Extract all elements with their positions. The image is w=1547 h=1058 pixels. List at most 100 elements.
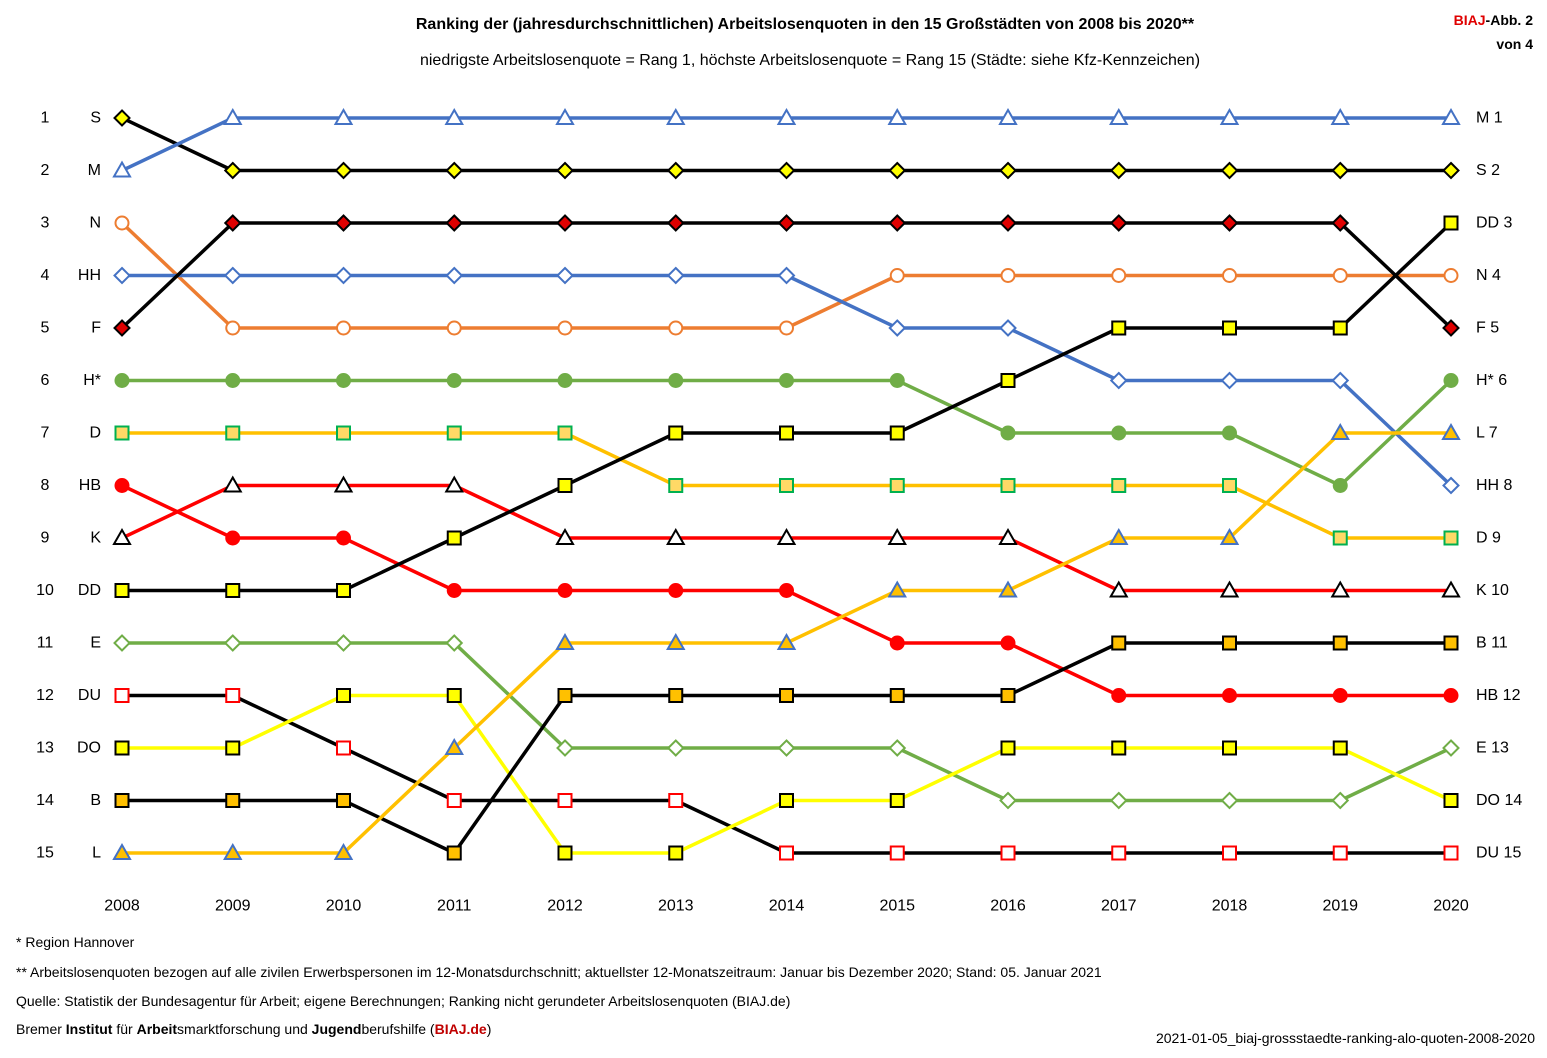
marker-K-2011 — [444, 475, 464, 493]
year-tick-2009: 2009 — [215, 898, 251, 915]
marker-HH-2009 — [223, 266, 242, 285]
marker-N-2020 — [1443, 268, 1459, 283]
marker-DU-2018 — [1222, 845, 1237, 861]
marker-D-2013 — [668, 478, 684, 493]
marker-D-2011 — [446, 425, 462, 441]
marker-M-2011 — [444, 107, 464, 125]
left-label-13: DO — [77, 740, 101, 757]
marker-E-2009 — [223, 634, 242, 652]
marker-N-2010 — [336, 320, 351, 336]
left-label-5: F — [91, 320, 101, 337]
marker-DU-2012 — [557, 793, 573, 808]
left-label-11: E — [90, 635, 101, 652]
marker-HH-2008 — [113, 266, 131, 285]
right-label-8: HH 8 — [1476, 477, 1513, 494]
marker-E-2012 — [556, 739, 574, 757]
marker-DD-2020 — [1443, 215, 1459, 231]
marker-DO-2014 — [779, 793, 794, 808]
marker-B-2015 — [889, 688, 905, 703]
year-tick-2018: 2018 — [1212, 898, 1248, 915]
marker-M-2009 — [223, 107, 243, 125]
marker-F-2016 — [999, 214, 1017, 232]
marker-HB-2008 — [114, 478, 130, 493]
chart-subtitle: niedrigste Arbeitslosenquote = Rang 1, h… — [419, 52, 1201, 69]
marker-L-2014 — [776, 632, 797, 650]
marker-S-2015 — [888, 161, 907, 180]
marker-M-2012 — [555, 107, 575, 125]
marker-L-2010 — [333, 842, 354, 860]
marker-HB-2011 — [446, 583, 462, 598]
marker-E-2013 — [666, 739, 685, 757]
marker-H*-2014 — [779, 373, 794, 388]
left-label-12: DU — [78, 687, 101, 704]
marker-B-2008 — [114, 793, 130, 808]
marker-DD-2019 — [1332, 320, 1348, 336]
marker-H*-2016 — [1000, 425, 1016, 441]
marker-K-2019 — [1330, 580, 1350, 598]
marker-F-2008 — [113, 319, 131, 337]
marker-K-2020 — [1441, 580, 1461, 598]
right-label-5: F 5 — [1476, 320, 1499, 337]
marker-F-2020 — [1442, 319, 1460, 337]
left-label-8: HB — [79, 477, 101, 494]
right-label-1: M 1 — [1476, 110, 1503, 127]
footnote-quoten: ** Arbeitslosenquoten bezogen auf alle z… — [16, 964, 1102, 980]
marker-B-2014 — [779, 688, 794, 703]
institute-link: BIAJ.de — [434, 1021, 487, 1037]
marker-DU-2010 — [336, 740, 351, 756]
marker-S-2009 — [223, 161, 242, 180]
marker-H*-2012 — [557, 373, 573, 388]
marker-F-2012 — [556, 214, 574, 232]
marker-L-2019 — [1330, 422, 1350, 440]
rank-tick-5: 5 — [41, 320, 50, 337]
marker-D-2017 — [1111, 478, 1127, 493]
marker-B-2016 — [1000, 688, 1016, 703]
file-name: 2021-01-05_biaj-grossstaedte-ranking-alo… — [1155, 1030, 1535, 1046]
marker-M-2010 — [333, 107, 354, 125]
marker-B-2009 — [225, 793, 241, 808]
marker-M-2008 — [112, 160, 132, 178]
right-label-9: D 9 — [1476, 530, 1501, 547]
marker-H*-2017 — [1111, 425, 1127, 441]
series-line-E — [120, 641, 1453, 803]
marker-S-2018 — [1220, 161, 1239, 180]
series-line-DU — [120, 693, 1453, 855]
marker-F-2011 — [445, 214, 464, 232]
marker-DD-2012 — [557, 478, 573, 493]
marker-HB-2019 — [1332, 688, 1348, 703]
chart-title: Ranking der (jahresdurchschnittlichen) A… — [415, 16, 1195, 33]
year-tick-2019: 2019 — [1322, 898, 1358, 915]
marker-D-2008 — [114, 425, 130, 441]
footnote-source: Quelle: Statistik der Bundesagentur für … — [16, 993, 791, 1009]
rank-tick-10: 10 — [36, 582, 54, 599]
marker-L-2013 — [666, 632, 686, 650]
right-label-4: N 4 — [1476, 267, 1501, 284]
marker-E-2017 — [1109, 791, 1128, 810]
marker-L-2015 — [887, 580, 907, 598]
marker-HB-2010 — [336, 530, 351, 546]
rank-tick-9: 9 — [41, 530, 50, 547]
marker-B-2013 — [668, 688, 684, 703]
left-label-6: H* — [83, 372, 101, 389]
marker-N-2014 — [779, 320, 794, 336]
marker-DU-2020 — [1443, 845, 1459, 861]
marker-S-2014 — [777, 161, 796, 180]
rank-tick-3: 3 — [41, 215, 50, 232]
marker-L-2018 — [1219, 527, 1240, 545]
right-label-15: DU 15 — [1476, 845, 1521, 862]
marker-F-2013 — [666, 214, 685, 232]
marker-L-2011 — [444, 737, 464, 755]
marker-N-2017 — [1111, 268, 1127, 283]
year-tick-2014: 2014 — [769, 898, 805, 915]
marker-H*-2013 — [668, 373, 684, 388]
year-tick-2020: 2020 — [1433, 898, 1469, 915]
marker-DO-2012 — [557, 845, 573, 861]
year-tick-2012: 2012 — [547, 898, 583, 915]
marker-HH-2018 — [1220, 371, 1239, 390]
year-tick-2013: 2013 — [658, 898, 694, 915]
marker-HH-2011 — [445, 266, 464, 285]
marker-E-2016 — [999, 791, 1017, 810]
left-label-3: N — [89, 215, 101, 232]
marker-F-2017 — [1109, 214, 1128, 232]
marker-M-2018 — [1219, 107, 1240, 125]
